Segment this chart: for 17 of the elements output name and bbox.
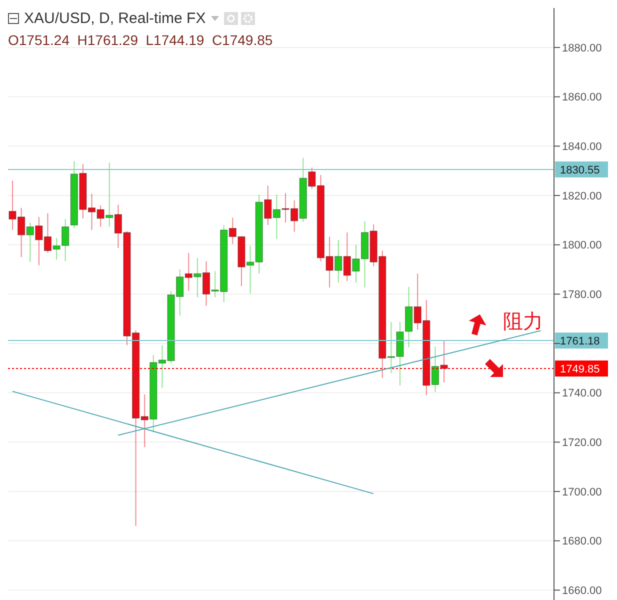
y-tick-label: 1720.00: [562, 437, 602, 450]
y-tick-label: 1840.00: [562, 141, 602, 154]
y-tick-label: 1740.00: [562, 388, 602, 400]
y-tick-label: 1660.00: [562, 585, 602, 598]
chart-title: XAU/USD, D, Real-time FX: [24, 10, 206, 27]
ref-line-label: 1761.18: [560, 336, 600, 348]
y-tick-label: 1680.00: [562, 536, 602, 548]
y-tick-label: 1800.00: [562, 240, 602, 252]
ref-line-label: 1749.85: [560, 364, 600, 376]
ref-line-label: 1830.55: [560, 164, 600, 176]
y-tick-label: 1860.00: [562, 92, 602, 104]
annotation: 阻力: [503, 310, 543, 335]
y-tick-label: 1700.00: [562, 486, 602, 498]
y-tick-label: 1780.00: [562, 289, 602, 302]
text: O1751.24 H1761.29 L1744.19 C1749.85: [8, 32, 273, 48]
y-tick-label: 1820.00: [562, 190, 602, 202]
y-tick-label: 1880.00: [562, 42, 602, 54]
